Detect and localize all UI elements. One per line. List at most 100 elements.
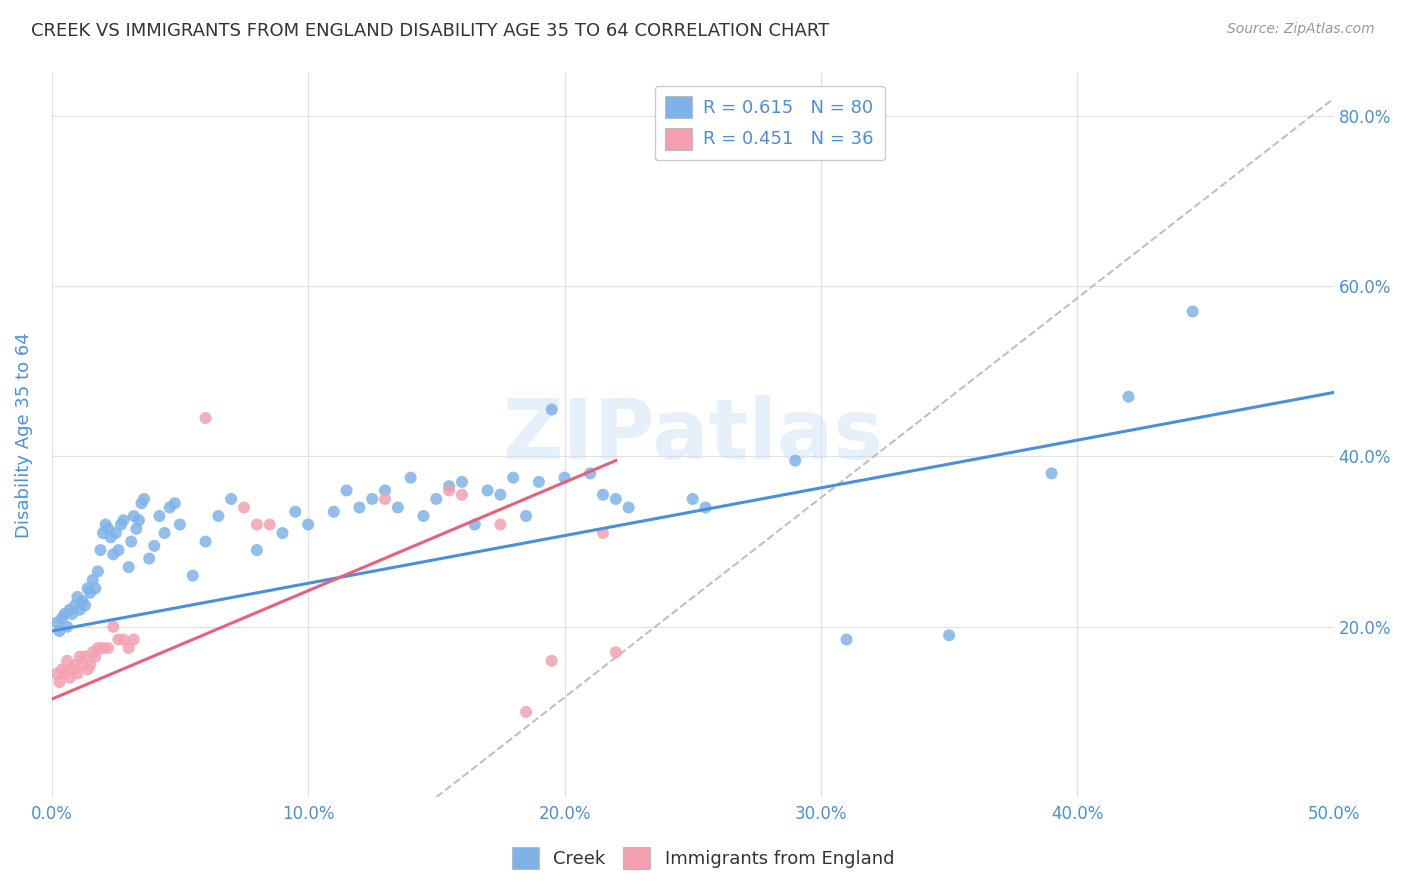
Point (122, 508, 145, 523)
Point (60, 607, 83, 621)
Point (181, 568, 204, 582)
Point (464, 517, 486, 532)
Point (79, 585, 101, 599)
Point (69, 603, 91, 617)
Point (219, 491, 242, 506)
Point (53, 607, 76, 621)
Point (87, 641, 110, 656)
Point (97, 522, 120, 536)
Text: Source: ZipAtlas.com: Source: ZipAtlas.com (1227, 22, 1375, 37)
Point (605, 491, 627, 506)
Point (1040, 467, 1063, 481)
Point (84, 582, 107, 596)
Point (79, 658, 101, 673)
Point (75, 649, 97, 664)
Point (56, 654, 79, 668)
Point (51, 662, 73, 676)
Point (45, 666, 67, 681)
Point (194, 411, 217, 425)
Point (82, 645, 104, 659)
Point (112, 632, 135, 647)
Point (91, 526, 114, 541)
Point (207, 508, 229, 523)
Point (128, 513, 150, 527)
Point (132, 491, 155, 506)
Point (835, 632, 858, 647)
Point (194, 534, 217, 549)
Point (104, 526, 127, 541)
Point (75, 599, 97, 613)
Point (437, 483, 460, 498)
Point (785, 453, 807, 467)
Point (605, 645, 627, 659)
Point (72, 594, 94, 608)
Point (48, 624, 70, 638)
Point (489, 488, 512, 502)
Point (72, 658, 94, 673)
Point (118, 641, 141, 656)
Point (336, 483, 359, 498)
Point (361, 491, 384, 506)
Point (143, 539, 166, 553)
Point (159, 500, 181, 515)
Point (63, 658, 86, 673)
Point (387, 500, 409, 515)
Point (148, 508, 170, 523)
Point (103, 547, 125, 561)
Point (617, 500, 640, 515)
Point (122, 632, 145, 647)
Legend: R = 0.615   N = 80, R = 0.451   N = 36: R = 0.615 N = 80, R = 0.451 N = 36 (655, 86, 884, 161)
Point (59, 603, 82, 617)
Point (76, 662, 98, 676)
Point (553, 470, 575, 484)
Point (246, 517, 269, 532)
Point (51, 611, 73, 625)
Point (938, 628, 960, 642)
Point (297, 517, 319, 532)
Point (153, 526, 176, 541)
Point (97, 641, 120, 656)
Point (592, 526, 614, 541)
Point (515, 508, 537, 523)
Point (82, 573, 104, 587)
Point (56, 620, 79, 634)
Point (437, 479, 460, 493)
Point (425, 491, 447, 506)
Point (66, 666, 89, 681)
Point (107, 632, 129, 647)
Point (60, 662, 83, 676)
Point (412, 508, 434, 523)
Point (489, 517, 512, 532)
Point (131, 496, 153, 510)
Point (322, 505, 344, 519)
Point (284, 505, 307, 519)
Point (107, 543, 129, 558)
Point (349, 500, 371, 515)
Point (120, 534, 142, 549)
Point (695, 500, 717, 515)
Y-axis label: Disability Age 35 to 64: Disability Age 35 to 64 (15, 332, 32, 538)
Point (112, 513, 135, 527)
Point (502, 470, 524, 484)
Point (540, 402, 562, 417)
Point (259, 517, 281, 532)
Point (592, 488, 614, 502)
Point (103, 620, 125, 634)
Point (66, 590, 89, 604)
Point (527, 475, 550, 489)
Point (69, 649, 91, 664)
Point (91, 641, 114, 656)
Point (63, 599, 86, 613)
Point (45, 615, 67, 630)
Point (540, 654, 562, 668)
Point (451, 488, 474, 502)
Point (246, 543, 269, 558)
Point (169, 517, 191, 532)
Point (125, 522, 148, 536)
Point (515, 705, 537, 719)
Point (1118, 390, 1140, 404)
Point (579, 467, 602, 481)
Point (84, 649, 107, 664)
Point (399, 470, 422, 484)
Point (110, 517, 132, 532)
